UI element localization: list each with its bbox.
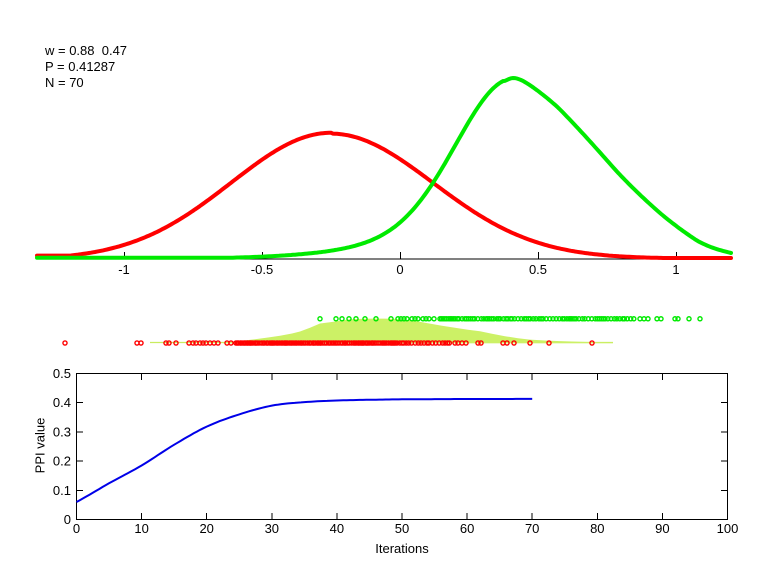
svg-text:PPI value: PPI value (33, 418, 48, 474)
svg-text:0: 0 (64, 512, 71, 527)
svg-text:30: 30 (265, 521, 279, 536)
svg-text:60: 60 (460, 521, 474, 536)
svg-text:20: 20 (199, 521, 213, 536)
svg-text:0.5: 0.5 (53, 366, 71, 381)
svg-text:-1: -1 (118, 262, 130, 277)
svg-text:40: 40 (330, 521, 344, 536)
svg-text:Iterations: Iterations (375, 541, 429, 556)
svg-text:80: 80 (590, 521, 604, 536)
svg-text:N = 70: N = 70 (45, 75, 84, 90)
svg-text:70: 70 (525, 521, 539, 536)
svg-text:0.5: 0.5 (529, 262, 547, 277)
svg-text:1: 1 (672, 262, 679, 277)
svg-text:0.3: 0.3 (53, 424, 71, 439)
svg-text:90: 90 (655, 521, 669, 536)
svg-text:w = 0.88 0.47: w = 0.88 0.47 (44, 43, 127, 58)
svg-text:P = 0.41287: P = 0.41287 (45, 59, 115, 74)
svg-text:0.1: 0.1 (53, 483, 71, 498)
svg-text:-0.5: -0.5 (251, 262, 273, 277)
svg-text:50: 50 (395, 521, 409, 536)
svg-text:0.4: 0.4 (53, 395, 71, 410)
svg-text:100: 100 (717, 521, 739, 536)
svg-text:10: 10 (134, 521, 148, 536)
svg-text:0: 0 (396, 262, 403, 277)
svg-text:0.2: 0.2 (53, 454, 71, 469)
svg-text:0: 0 (73, 521, 80, 536)
